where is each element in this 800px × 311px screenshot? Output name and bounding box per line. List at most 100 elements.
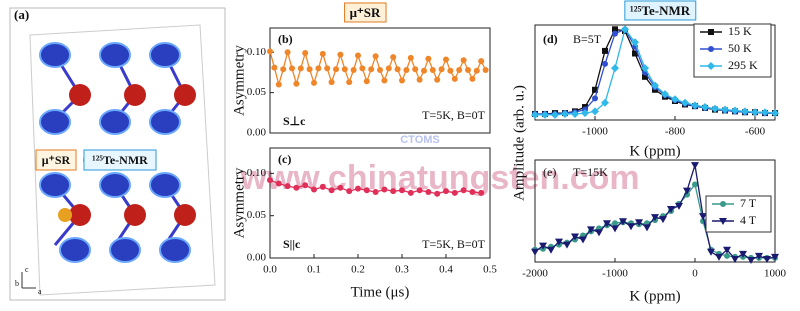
site-label: ¹²⁵Te-NMR bbox=[92, 153, 148, 167]
point bbox=[595, 229, 603, 237]
point bbox=[407, 54, 414, 61]
point bbox=[284, 49, 291, 56]
point bbox=[478, 58, 485, 65]
annotation: (d) bbox=[543, 32, 558, 46]
point bbox=[469, 189, 476, 195]
annotation: T=15K bbox=[573, 165, 608, 179]
annotation: (b) bbox=[278, 32, 293, 46]
point bbox=[425, 55, 432, 62]
x-tick-label: 0.0 bbox=[263, 264, 277, 276]
panel-label: (a) bbox=[14, 7, 29, 22]
annotation: B=5T bbox=[573, 32, 602, 46]
point bbox=[671, 95, 679, 104]
point bbox=[394, 66, 401, 73]
point bbox=[368, 66, 375, 73]
y-axis-label: Asymmetry bbox=[231, 167, 247, 238]
point bbox=[642, 73, 648, 80]
point bbox=[372, 189, 379, 195]
point bbox=[741, 107, 749, 116]
site-label: μ⁺SR bbox=[42, 153, 71, 167]
y-tick-label: 0.05 bbox=[247, 209, 267, 221]
point bbox=[355, 52, 361, 59]
point bbox=[319, 50, 326, 57]
point bbox=[627, 223, 635, 231]
point bbox=[412, 66, 419, 73]
point bbox=[602, 60, 608, 67]
point bbox=[482, 67, 489, 73]
point bbox=[707, 248, 715, 256]
point bbox=[579, 236, 587, 244]
point bbox=[284, 183, 291, 190]
crystal-structure: (a) μ⁺SR ¹²⁵Te-NMR c b a bbox=[9, 7, 226, 301]
point bbox=[456, 67, 463, 73]
point bbox=[771, 109, 779, 118]
point bbox=[691, 101, 699, 110]
annotation: T=5K, B=0T bbox=[422, 108, 486, 122]
x-tick-label: 1000 bbox=[764, 268, 787, 280]
legend-marker bbox=[719, 218, 727, 225]
point bbox=[319, 183, 326, 190]
point bbox=[602, 47, 608, 54]
point bbox=[621, 25, 629, 34]
point bbox=[592, 95, 598, 102]
point bbox=[289, 65, 295, 72]
point bbox=[691, 162, 699, 170]
point bbox=[547, 246, 555, 254]
point bbox=[443, 56, 449, 63]
point bbox=[612, 26, 618, 33]
point bbox=[429, 67, 436, 73]
point bbox=[715, 253, 723, 261]
point bbox=[460, 187, 467, 194]
x-tick-label: 0.3 bbox=[395, 264, 409, 276]
point bbox=[469, 75, 476, 82]
point bbox=[747, 256, 755, 264]
x-axis-label: K (ppm) bbox=[629, 288, 680, 304]
axis-label: b bbox=[15, 279, 19, 288]
point bbox=[561, 109, 569, 118]
annotation: (e) bbox=[543, 165, 556, 179]
point bbox=[555, 238, 563, 246]
point bbox=[421, 67, 427, 74]
point bbox=[407, 189, 414, 196]
point bbox=[551, 110, 559, 119]
point bbox=[631, 38, 639, 47]
point bbox=[681, 98, 689, 107]
point bbox=[363, 78, 370, 85]
legend-label: 15 K bbox=[728, 24, 752, 38]
x-tick-label: -2000 bbox=[522, 268, 548, 280]
point bbox=[755, 252, 763, 260]
legend-marker bbox=[720, 201, 726, 207]
point bbox=[761, 108, 769, 117]
point bbox=[701, 103, 709, 112]
point bbox=[460, 57, 467, 64]
plot-frame bbox=[534, 24, 776, 121]
point bbox=[632, 50, 638, 57]
point bbox=[350, 67, 357, 73]
point bbox=[619, 218, 627, 226]
legend-label: 7 T bbox=[740, 196, 757, 210]
legend-label: 50 K bbox=[728, 41, 752, 55]
point bbox=[293, 184, 300, 191]
muon-site bbox=[58, 208, 72, 222]
point bbox=[699, 213, 707, 221]
annotation: T=5K, B=0T bbox=[422, 237, 486, 251]
point bbox=[297, 65, 304, 72]
legend-marker bbox=[708, 46, 714, 52]
annotation: S⊥c bbox=[283, 114, 306, 128]
y-tick-label: 0.05 bbox=[247, 86, 267, 98]
legend-label: 295 K bbox=[728, 58, 758, 72]
point bbox=[592, 86, 598, 93]
point bbox=[591, 107, 599, 116]
x-tick-label: 0.1 bbox=[307, 264, 321, 276]
point bbox=[587, 226, 595, 234]
point bbox=[346, 79, 353, 86]
point bbox=[275, 180, 282, 187]
y-tick-label: 0.10 bbox=[247, 46, 267, 58]
y-axis-label: Amplitude (arb. u.) bbox=[511, 85, 527, 201]
point bbox=[611, 225, 619, 233]
point bbox=[416, 76, 423, 83]
x-tick-label: 0.2 bbox=[351, 264, 365, 276]
legend-label: 4 T bbox=[740, 213, 757, 227]
point bbox=[651, 214, 659, 222]
point bbox=[425, 189, 432, 195]
